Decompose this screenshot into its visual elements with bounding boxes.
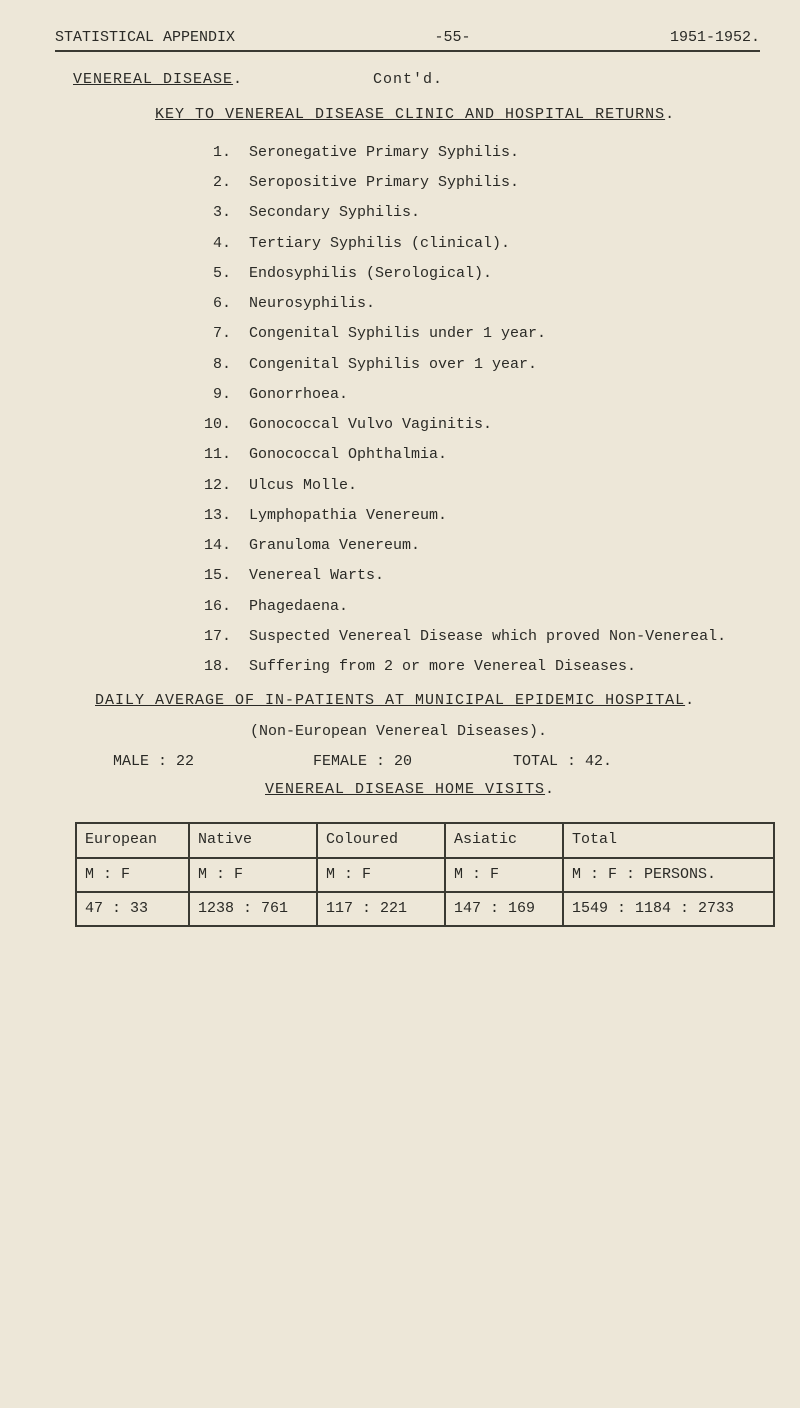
list-item: 3. Secondary Syphilis. <box>195 203 760 223</box>
list-item-text: Endosyphilis (Serological). <box>249 264 492 284</box>
data-total: 1549 : 1184 : 2733 <box>563 892 774 926</box>
list-item: 8. Congenital Syphilis over 1 year. <box>195 355 760 375</box>
sub-coloured: M : F <box>317 858 445 892</box>
list-item: 16. Phagedaena. <box>195 597 760 617</box>
data-coloured: 117 : 221 <box>317 892 445 926</box>
list-item-text: Suspected Venereal Disease which proved … <box>249 627 726 647</box>
list-item-text: Venereal Warts. <box>249 566 384 586</box>
list-item-text: Secondary Syphilis. <box>249 203 420 223</box>
visits-table: European Native Coloured Asiatic Total M… <box>75 822 775 927</box>
list-item-text: Tertiary Syphilis (clinical). <box>249 234 510 254</box>
section-title-right: Cont'd. <box>373 71 443 88</box>
list-item-number: 7. <box>195 324 231 344</box>
sub-total: M : F : PERSONS. <box>563 858 774 892</box>
list-item-number: 9. <box>195 385 231 405</box>
list-item-text: Congenital Syphilis under 1 year. <box>249 324 546 344</box>
list-item-text: Phagedaena. <box>249 597 348 617</box>
list-item-number: 17. <box>195 627 231 647</box>
list-item: 14. Granuloma Venereum. <box>195 536 760 556</box>
sub-native: M : F <box>189 858 317 892</box>
list-item: 15. Venereal Warts. <box>195 566 760 586</box>
enumerated-list: 1. Seronegative Primary Syphilis. 2. Seropo… <box>195 143 760 678</box>
list-item-number: 5. <box>195 264 231 284</box>
list-item-text: Suffering from 2 or more Venereal Diseas… <box>249 657 636 677</box>
table-head-row: European Native Coloured Asiatic Total <box>76 823 774 857</box>
female-count: FEMALE : 20 <box>313 752 513 772</box>
list-item-text: Neurosyphilis. <box>249 294 375 314</box>
vd-home-visits-text: VENEREAL DISEASE HOME VISITS <box>265 781 545 798</box>
table-data-row: 47 : 33 1238 : 761 117 : 221 147 : 169 1… <box>76 892 774 926</box>
list-item: 18. Suffering from 2 or more Venereal Dis… <box>195 657 760 677</box>
data-native: 1238 : 761 <box>189 892 317 926</box>
list-item-text: Granuloma Venereum. <box>249 536 420 556</box>
list-item: 13. Lymphopathia Venereum. <box>195 506 760 526</box>
daily-average-heading: DAILY AVERAGE OF IN-PATIENTS AT MUNICIPA… <box>95 691 760 711</box>
col-native: Native <box>189 823 317 857</box>
data-european: 47 : 33 <box>76 892 189 926</box>
list-item-text: Ulcus Molle. <box>249 476 357 496</box>
header-left: STATISTICAL APPENDIX <box>55 28 235 48</box>
list-item-number: 16. <box>195 597 231 617</box>
list-item-text: Gonococcal Ophthalmia. <box>249 445 447 465</box>
list-item-number: 8. <box>195 355 231 375</box>
list-item-number: 1. <box>195 143 231 163</box>
section-title-left: VENEREAL DISEASE <box>73 71 233 88</box>
header-right: 1951-1952. <box>670 28 760 48</box>
list-item-number: 18. <box>195 657 231 677</box>
list-item-text: Gonorrhoea. <box>249 385 348 405</box>
list-item: 12. Ulcus Molle. <box>195 476 760 496</box>
list-item-number: 11. <box>195 445 231 465</box>
col-total: Total <box>563 823 774 857</box>
list-item: 10. Gonococcal Vulvo Vaginitis. <box>195 415 760 435</box>
table-subhead-row: M : F M : F M : F M : F M : F : PERSONS. <box>76 858 774 892</box>
list-item: 11. Gonococcal Ophthalmia. <box>195 445 760 465</box>
list-item: 17. Suspected Venereal Disease which prov… <box>195 627 760 647</box>
male-count: MALE : 22 <box>113 752 313 772</box>
list-item-number: 13. <box>195 506 231 526</box>
key-title: KEY TO VENEREAL DISEASE CLINIC AND HOSPI… <box>155 105 760 125</box>
list-item-number: 14. <box>195 536 231 556</box>
counts-line: MALE : 22 FEMALE : 20 TOTAL : 42. <box>113 752 760 772</box>
non-european-note: (Non-European Venereal Diseases). <box>250 722 760 742</box>
page-header: STATISTICAL APPENDIX -55- 1951-1952. <box>55 28 760 52</box>
daily-average-text: DAILY AVERAGE OF IN-PATIENTS AT MUNICIPA… <box>95 692 685 709</box>
list-item-number: 10. <box>195 415 231 435</box>
list-item: 7. Congenital Syphilis under 1 year. <box>195 324 760 344</box>
section-title-row: VENEREAL DISEASE. Cont'd. <box>73 70 760 90</box>
list-item-number: 6. <box>195 294 231 314</box>
sub-european: M : F <box>76 858 189 892</box>
list-item: 4. Tertiary Syphilis (clinical). <box>195 234 760 254</box>
col-coloured: Coloured <box>317 823 445 857</box>
data-asiatic: 147 : 169 <box>445 892 563 926</box>
list-item-number: 15. <box>195 566 231 586</box>
list-item-text: Seronegative Primary Syphilis. <box>249 143 519 163</box>
list-item-number: 3. <box>195 203 231 223</box>
col-asiatic: Asiatic <box>445 823 563 857</box>
list-item-number: 4. <box>195 234 231 254</box>
list-item-number: 12. <box>195 476 231 496</box>
list-item: 9. Gonorrhoea. <box>195 385 760 405</box>
col-european: European <box>76 823 189 857</box>
header-center: -55- <box>435 28 471 48</box>
sub-asiatic: M : F <box>445 858 563 892</box>
list-item-text: Seropositive Primary Syphilis. <box>249 173 519 193</box>
list-item: 6. Neurosyphilis. <box>195 294 760 314</box>
list-item-number: 2. <box>195 173 231 193</box>
list-item-text: Congenital Syphilis over 1 year. <box>249 355 537 375</box>
vd-home-visits-heading: VENEREAL DISEASE HOME VISITS. <box>265 780 760 800</box>
list-item-text: Gonococcal Vulvo Vaginitis. <box>249 415 492 435</box>
list-item: 1. Seronegative Primary Syphilis. <box>195 143 760 163</box>
list-item: 2. Seropositive Primary Syphilis. <box>195 173 760 193</box>
total-count: TOTAL : 42. <box>513 752 612 772</box>
list-item-text: Lymphopathia Venereum. <box>249 506 447 526</box>
page: STATISTICAL APPENDIX -55- 1951-1952. VEN… <box>0 0 800 967</box>
list-item: 5. Endosyphilis (Serological). <box>195 264 760 284</box>
key-title-text: KEY TO VENEREAL DISEASE CLINIC AND HOSPI… <box>155 106 665 123</box>
